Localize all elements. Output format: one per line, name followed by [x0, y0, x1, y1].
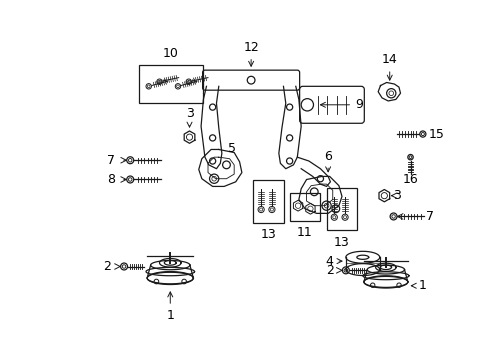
Text: 2: 2 [103, 260, 111, 273]
Text: 14: 14 [382, 53, 397, 80]
Text: 3: 3 [186, 107, 194, 127]
Text: 4: 4 [326, 255, 342, 267]
Text: 15: 15 [429, 127, 445, 140]
Text: 12: 12 [243, 41, 259, 66]
Text: 10: 10 [163, 47, 179, 60]
Bar [140, 65, 203, 103]
Bar [291, 193, 319, 221]
Text: 7: 7 [426, 210, 434, 223]
Bar [253, 180, 284, 222]
Text: 1: 1 [166, 292, 174, 322]
Text: 3: 3 [393, 189, 401, 202]
Text: 13: 13 [334, 236, 350, 249]
Bar [327, 188, 357, 230]
Text: 5: 5 [228, 142, 236, 155]
Text: 8: 8 [107, 173, 115, 186]
Text: 1: 1 [411, 279, 426, 292]
Text: 6: 6 [324, 149, 332, 172]
Text: 7: 7 [107, 154, 115, 167]
Text: 11: 11 [297, 226, 313, 239]
Text: 2: 2 [326, 264, 334, 277]
Text: 13: 13 [261, 228, 277, 241]
Text: 9: 9 [320, 98, 363, 111]
Text: 16: 16 [403, 172, 418, 185]
